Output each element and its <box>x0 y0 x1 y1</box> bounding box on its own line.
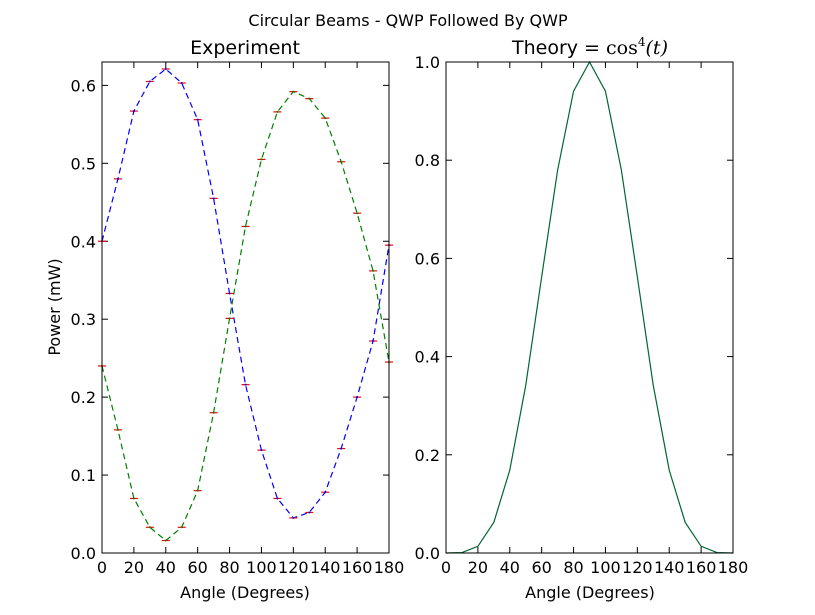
experiment-data-point-2 <box>196 489 199 492</box>
experiment-y-tick-label: 0.1 <box>71 466 96 485</box>
experiment-y-tick-label: 0.0 <box>71 544 96 563</box>
theory-x-axis-label: Angle (Degrees) <box>525 583 655 602</box>
experiment-data-point-2 <box>116 428 119 431</box>
experiment-data-point-2 <box>148 526 151 529</box>
experiment-data-point-1 <box>244 383 247 386</box>
experiment-data-point-1 <box>260 449 263 452</box>
theory-y-tick-label: 1.0 <box>415 53 440 72</box>
theory-x-tick-label: 100 <box>590 558 621 577</box>
experiment-data-point-2 <box>356 212 359 215</box>
experiment-x-tick-label: 60 <box>187 558 207 577</box>
experiment-x-tick-label: 160 <box>342 558 373 577</box>
experiment-data-point-1 <box>116 177 119 180</box>
experiment-x-tick-label: 40 <box>156 558 176 577</box>
experiment-x-tick-label: 0 <box>97 558 107 577</box>
experiment-title: Experiment <box>190 37 300 59</box>
theory-x-tick-label: 160 <box>686 558 717 577</box>
experiment-data-point-1 <box>132 110 135 113</box>
experiment-data-point-1 <box>228 292 231 295</box>
experiment-data-point-1 <box>292 516 295 519</box>
experiment-data-point-1 <box>372 340 375 343</box>
experiment-data-point-1 <box>164 68 167 71</box>
experiment-data-point-2 <box>340 160 343 163</box>
experiment-data-point-2 <box>180 526 183 529</box>
experiment-data-point-2 <box>276 110 279 113</box>
theory-y-tick-label: 0.0 <box>415 544 440 563</box>
theory-x-tick-label: 180 <box>718 558 749 577</box>
theory-x-tick-label: 120 <box>622 558 653 577</box>
theory-plot-frame <box>445 61 734 554</box>
experiment-x-tick-label: 180 <box>374 558 405 577</box>
theory-panel: Theory = cos4(t) Angle (Degrees) 0 20 40 60… <box>415 35 749 602</box>
theory-x-tick-label: 80 <box>563 558 583 577</box>
theory-title-math: cos <box>606 37 638 59</box>
experiment-x-tick-label: 80 <box>219 558 239 577</box>
theory-y-tick-label: 0.8 <box>415 151 440 170</box>
experiment-data-point-1 <box>180 82 183 85</box>
theory-y-tick-label: 0.4 <box>415 348 440 367</box>
experiment-x-tick-label: 100 <box>246 558 277 577</box>
experiment-y-tick-label: 0.3 <box>71 310 96 329</box>
theory-title-exponent: 4 <box>638 35 646 49</box>
experiment-y-tick-label: 0.2 <box>71 388 96 407</box>
experiment-x-tick-label: 120 <box>278 558 309 577</box>
experiment-data-point-2 <box>308 97 311 100</box>
experiment-data-point-1 <box>308 511 311 514</box>
theory-x-tick-label: 0 <box>441 558 451 577</box>
experiment-data-point-2 <box>260 158 263 161</box>
experiment-data-point-2 <box>212 411 215 414</box>
experiment-data-point-2 <box>244 225 247 228</box>
experiment-data-point-1 <box>340 447 343 450</box>
experiment-data-point-1 <box>276 497 279 500</box>
theory-x-tick-label: 140 <box>654 558 685 577</box>
experiment-y-tick-label: 0.4 <box>71 232 96 251</box>
theory-title: Theory = cos4(t) <box>511 35 668 59</box>
experiment-data-point-1 <box>196 118 199 121</box>
experiment-data-point-1 <box>356 396 359 399</box>
figure-title: Circular Beams - QWP Followed By QWP <box>248 11 568 30</box>
experiment-data-point-1 <box>212 197 215 200</box>
theory-y-tick-label: 0.6 <box>415 249 440 268</box>
experiment-data-point-2 <box>372 269 375 272</box>
experiment-data-point-2 <box>164 539 167 542</box>
theory-y-tick-label: 0.2 <box>415 446 440 465</box>
theory-x-tick-label: 60 <box>531 558 551 577</box>
experiment-data-point-2 <box>324 117 327 120</box>
experiment-x-axis-label: Angle (Degrees) <box>180 583 310 602</box>
experiment-ticks: 0 20 40 60 80 100 120 140 160 180 0.0 0.1 0.2 0.3 0.4 0… <box>71 62 405 577</box>
experiment-x-tick-label: 140 <box>310 558 341 577</box>
theory-title-argument: (t) <box>646 37 668 59</box>
experiment-plot-frame <box>101 61 390 554</box>
theory-x-tick-label: 20 <box>468 558 488 577</box>
experiment-data-point-1 <box>324 491 327 494</box>
experiment-data-point-2 <box>132 497 135 500</box>
experiment-x-tick-label: 20 <box>124 558 144 577</box>
experiment-data-point-2 <box>292 90 295 93</box>
theory-title-prefix: Theory = <box>511 37 606 59</box>
experiment-y-tick-label: 0.5 <box>71 154 96 173</box>
theory-x-tick-label: 40 <box>500 558 520 577</box>
experiment-y-tick-label: 0.6 <box>71 76 96 95</box>
experiment-data-point-1 <box>148 80 151 83</box>
experiment-y-axis-label: Power (mW) <box>45 258 64 355</box>
experiment-data-point-2 <box>228 317 231 320</box>
